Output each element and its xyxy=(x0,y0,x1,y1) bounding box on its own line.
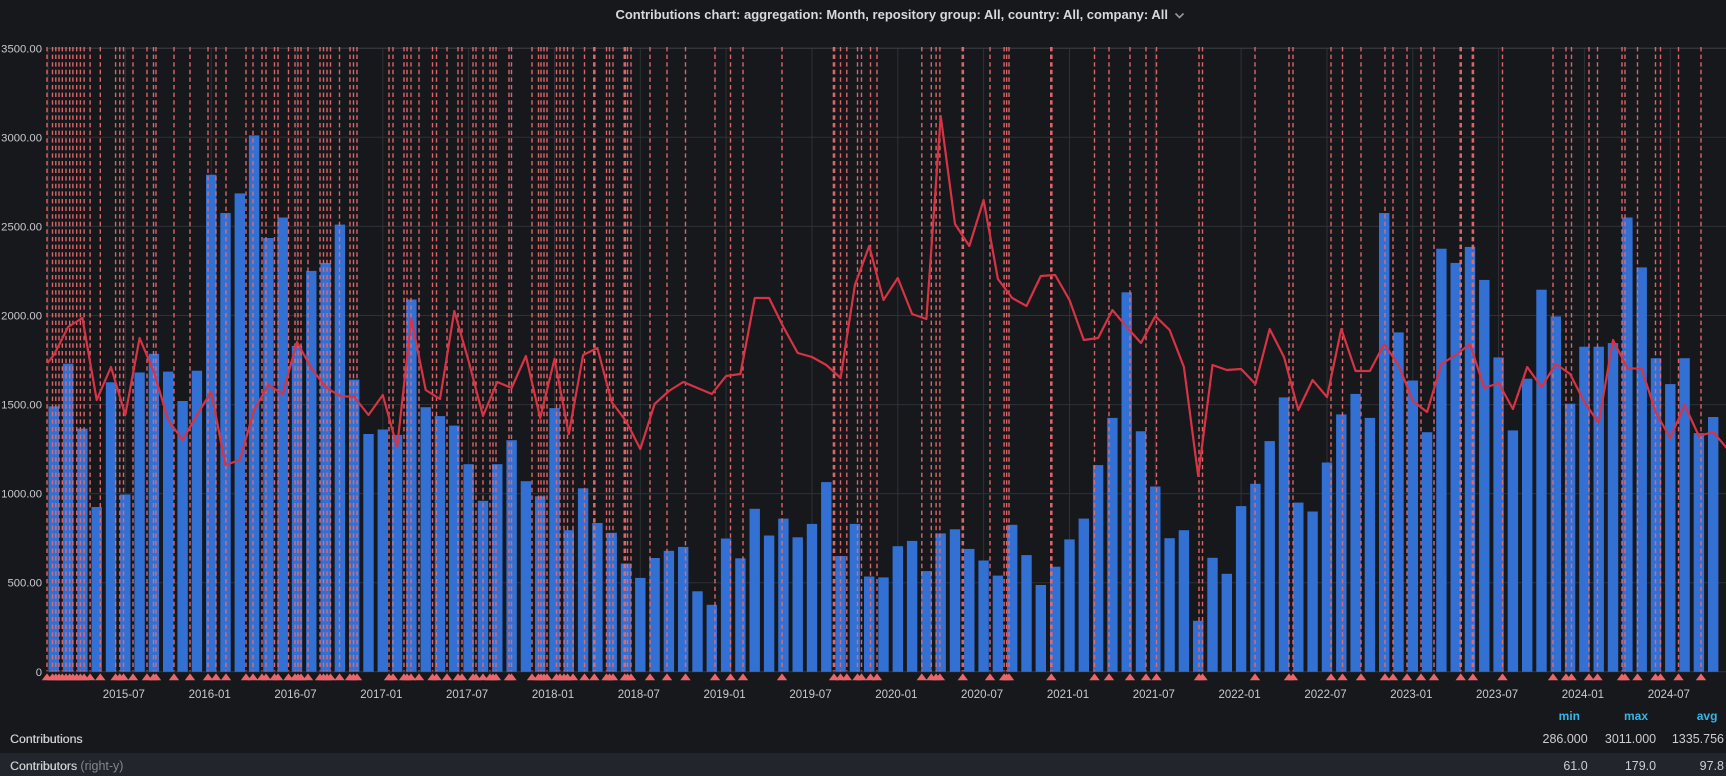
svg-text:2022-01: 2022-01 xyxy=(1218,689,1260,701)
svg-text:2017-07: 2017-07 xyxy=(446,689,488,701)
svg-text:2016-07: 2016-07 xyxy=(274,689,316,701)
svg-text:1500.00: 1500.00 xyxy=(1,400,42,412)
svg-text:2000.00: 2000.00 xyxy=(1,311,42,323)
svg-text:3500.00: 3500.00 xyxy=(1,43,42,55)
svg-text:500.00: 500.00 xyxy=(7,578,42,590)
svg-text:2500.00: 2500.00 xyxy=(1,221,42,233)
svg-text:2022-07: 2022-07 xyxy=(1304,689,1346,701)
svg-text:2017-01: 2017-01 xyxy=(360,689,402,701)
svg-text:2020-07: 2020-07 xyxy=(961,689,1003,701)
svg-text:2020-01: 2020-01 xyxy=(875,689,917,701)
svg-text:2024-07: 2024-07 xyxy=(1648,689,1690,701)
svg-text:3000.00: 3000.00 xyxy=(1,132,42,144)
svg-text:0: 0 xyxy=(36,667,42,679)
svg-text:2016-01: 2016-01 xyxy=(189,689,231,701)
svg-text:1000.00: 1000.00 xyxy=(1,489,42,501)
svg-text:2024-01: 2024-01 xyxy=(1562,689,1604,701)
svg-text:2018-07: 2018-07 xyxy=(618,689,660,701)
svg-text:2019-07: 2019-07 xyxy=(789,689,831,701)
svg-text:2021-01: 2021-01 xyxy=(1047,689,1089,701)
svg-text:2023-01: 2023-01 xyxy=(1390,689,1432,701)
svg-text:2023-07: 2023-07 xyxy=(1476,689,1518,701)
svg-text:2015-07: 2015-07 xyxy=(103,689,145,701)
svg-text:2018-01: 2018-01 xyxy=(532,689,574,701)
svg-text:2019-01: 2019-01 xyxy=(703,689,745,701)
svg-text:2021-07: 2021-07 xyxy=(1133,689,1175,701)
